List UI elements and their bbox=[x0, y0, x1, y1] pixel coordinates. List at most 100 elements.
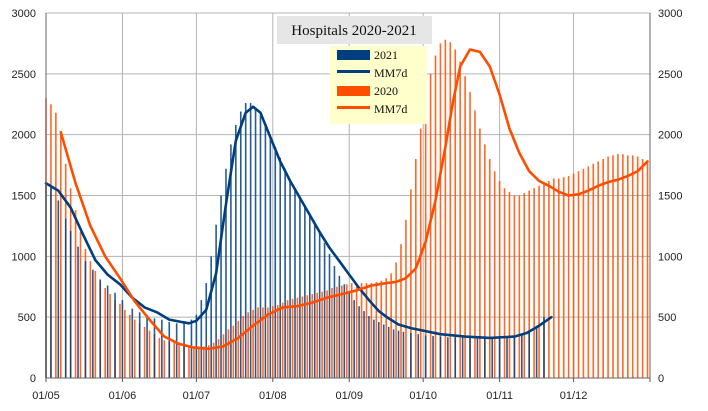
bar-2020-81 bbox=[444, 39, 447, 379]
x-tick-label-1: 01/06 bbox=[109, 390, 137, 402]
bar-2021-79 bbox=[521, 334, 523, 378]
bar-2020-56 bbox=[321, 291, 323, 378]
bar-2020-68 bbox=[380, 280, 383, 378]
bar-2021-6 bbox=[84, 261, 87, 378]
bar-2021-17 bbox=[168, 322, 171, 378]
lines-layer bbox=[44, 48, 649, 351]
bar-2021-57 bbox=[373, 319, 375, 378]
bar-2021-42 bbox=[299, 197, 301, 378]
bar-2021-67 bbox=[432, 336, 434, 378]
bar-2020-57 bbox=[326, 290, 328, 378]
bar-2021-38 bbox=[279, 157, 282, 378]
bar-2020-15 bbox=[119, 303, 121, 378]
bar-2021-41 bbox=[294, 188, 296, 378]
bar-2020-113 bbox=[602, 159, 604, 378]
bar-2020-108 bbox=[577, 171, 580, 378]
bar-2020-71 bbox=[395, 262, 397, 378]
bar-2020-50 bbox=[291, 298, 294, 378]
bar-2020-67 bbox=[375, 281, 378, 378]
legend-swatch-2020 bbox=[337, 86, 370, 96]
bar-2021-36 bbox=[269, 135, 272, 378]
bar-2020-34 bbox=[212, 342, 215, 378]
bar-2021-30 bbox=[239, 111, 242, 379]
y-tick-right-0: 0 bbox=[658, 373, 664, 385]
bar-2020-98 bbox=[528, 190, 530, 378]
bar-2020-95 bbox=[513, 195, 516, 378]
bar-2021-64 bbox=[410, 332, 412, 378]
bar-2020-91 bbox=[493, 171, 496, 378]
bar-2021-40 bbox=[289, 179, 291, 378]
bar-2020-65 bbox=[365, 283, 368, 378]
bar-2021-4 bbox=[69, 230, 72, 378]
y-tick-right-2000: 2000 bbox=[658, 130, 682, 142]
bar-2020-80 bbox=[439, 43, 442, 379]
bar-2021-71 bbox=[461, 337, 464, 378]
bar-2021-7 bbox=[92, 269, 94, 378]
bar-2020-36 bbox=[222, 334, 225, 378]
bar-2020-83 bbox=[454, 49, 457, 378]
axis-layer: 0 0 500 500 1000 1000 1500 1500 2000 2000 2500 2500… bbox=[12, 8, 683, 402]
chart-title: Hospitals 2020-2021 bbox=[291, 23, 416, 39]
bar-2020-89 bbox=[484, 144, 486, 378]
bar-2020-38 bbox=[232, 325, 235, 378]
bar-2021-53 bbox=[353, 300, 355, 378]
bar-2020-70 bbox=[390, 273, 392, 378]
bar-2020-87 bbox=[474, 110, 476, 378]
bar-2021-2 bbox=[57, 200, 60, 378]
bar-2020-92 bbox=[498, 180, 501, 378]
bar-2020-103 bbox=[553, 178, 555, 378]
bar-2021-14 bbox=[146, 314, 148, 378]
bar-2020-16 bbox=[124, 309, 126, 378]
bar-2020-120 bbox=[636, 156, 639, 378]
x-tick-label-6: 01/11 bbox=[486, 390, 513, 402]
y-tick-left-2500: 2500 bbox=[12, 69, 36, 81]
bar-2021-3 bbox=[64, 218, 67, 378]
bar-2021-56 bbox=[368, 315, 370, 378]
y-tick-right-1000: 1000 bbox=[658, 251, 682, 263]
bar-2020-37 bbox=[227, 329, 230, 378]
y-tick-left-0: 0 bbox=[30, 373, 36, 385]
bar-2021-75 bbox=[491, 337, 494, 378]
bar-2020-60 bbox=[341, 285, 343, 378]
bar-2020-99 bbox=[533, 188, 535, 378]
y-tick-left-2000: 2000 bbox=[12, 130, 36, 142]
legend-label-2020: 2020 bbox=[374, 84, 398, 98]
bar-2020-93 bbox=[503, 188, 506, 378]
bar-2020-69 bbox=[385, 278, 388, 378]
chart-title-group: Hospitals 2020-2021 bbox=[277, 16, 432, 44]
bar-2020-18 bbox=[133, 319, 136, 378]
bar-2021-1 bbox=[50, 185, 52, 378]
bar-2020-33 bbox=[207, 345, 210, 378]
bar-2020-45 bbox=[267, 307, 269, 378]
bar-2020-29 bbox=[188, 345, 190, 378]
bar-2021-50 bbox=[338, 275, 341, 378]
legend-label-mm7d-2021: MM7d bbox=[374, 66, 407, 80]
bar-2020-109 bbox=[582, 168, 585, 378]
bar-2020-21 bbox=[148, 330, 151, 378]
bar-2021-29 bbox=[235, 124, 237, 378]
bar-2021-9 bbox=[106, 285, 109, 378]
bar-2021-18 bbox=[175, 323, 178, 378]
bar-2020-24 bbox=[163, 340, 166, 378]
bar-2020-13 bbox=[109, 294, 111, 378]
x-tick-label-3: 01/08 bbox=[259, 390, 287, 402]
bar-2021-11 bbox=[121, 300, 124, 378]
bar-2021-60 bbox=[387, 326, 390, 378]
bar-2021-44 bbox=[308, 214, 311, 378]
y-tick-right-500: 500 bbox=[658, 312, 676, 324]
bar-2020-41 bbox=[247, 312, 249, 378]
bar-2021-23 bbox=[205, 283, 208, 378]
bar-2021-33 bbox=[254, 107, 257, 379]
y-tick-left-1500: 1500 bbox=[12, 191, 36, 203]
bar-2021-78 bbox=[513, 336, 516, 378]
bar-2021-32 bbox=[249, 103, 252, 379]
bar-2021-49 bbox=[333, 266, 336, 378]
bar-2021-68 bbox=[439, 336, 442, 378]
legend-label-mm7d-2020: MM7d bbox=[374, 102, 407, 116]
bar-2020-118 bbox=[627, 155, 629, 378]
bar-2020-42 bbox=[252, 309, 254, 378]
bar-2020-47 bbox=[276, 305, 279, 378]
bar-2020-62 bbox=[350, 283, 353, 378]
legend-swatch-2021 bbox=[337, 50, 370, 60]
